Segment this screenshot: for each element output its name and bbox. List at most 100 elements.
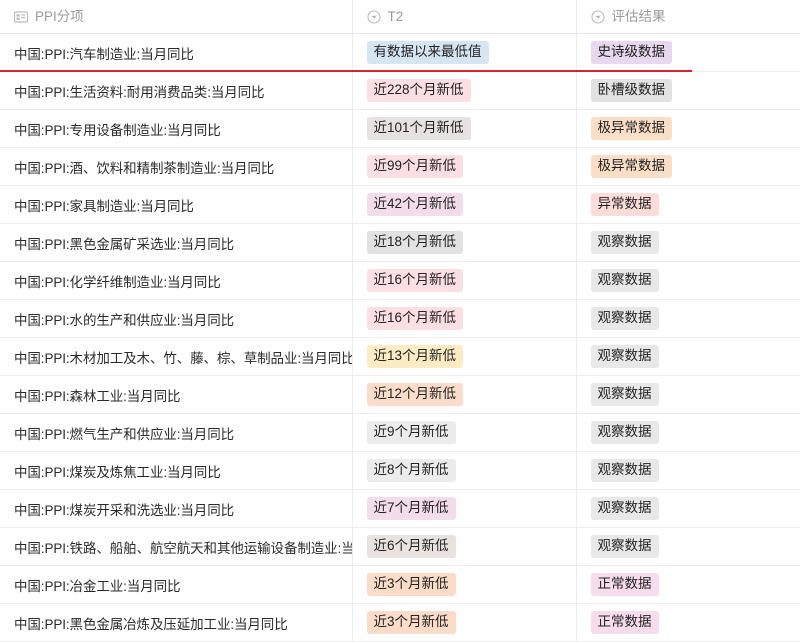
cell-evaluation-result[interactable]: 观察数据: [575, 451, 800, 490]
cell-t2[interactable]: 近3个月新低: [351, 565, 576, 604]
cell-t2[interactable]: 近101个月新低: [351, 109, 576, 148]
table-row[interactable]: 中国:PPI:煤炭及炼焦工业:当月同比 近8个月新低 观察数据: [0, 451, 800, 490]
cell-evaluation-result[interactable]: 正常数据: [575, 603, 800, 642]
cell-evaluation-result[interactable]: 极异常数据: [575, 109, 800, 148]
table-row[interactable]: 中国:PPI:煤炭开采和洗选业:当月同比 近7个月新低 观察数据: [0, 489, 800, 528]
table-body: 中国:PPI:汽车制造业:当月同比 有数据以来最低值 史诗级数据 中国:PPI:生活资…: [0, 33, 800, 642]
table-row[interactable]: 中国:PPI:家具制造业:当月同比 近42个月新低 异常数据: [0, 185, 800, 224]
evaluation-result-badge: 史诗级数据: [590, 41, 672, 64]
cell-t2[interactable]: 近228个月新低: [351, 71, 576, 110]
cell-ppi-item[interactable]: 中国:PPI:煤炭开采和洗选业:当月同比: [0, 489, 352, 528]
cell-ppi-item[interactable]: 中国:PPI:木材加工及木、竹、藤、棕、草制品业:当月同比: [0, 337, 352, 376]
cell-t2[interactable]: 近9个月新低: [351, 413, 576, 452]
cell-evaluation-result[interactable]: 观察数据: [575, 375, 800, 414]
cell-ppi-item[interactable]: 中国:PPI:汽车制造业:当月同比: [0, 33, 352, 72]
table-row[interactable]: 中国:PPI:专用设备制造业:当月同比 近101个月新低 极异常数据: [0, 109, 800, 148]
t2-badge: 近42个月新低: [366, 193, 464, 216]
table-row[interactable]: 中国:PPI:森林工业:当月同比 近12个月新低 观察数据: [0, 375, 800, 414]
t2-badge: 近99个月新低: [366, 155, 464, 178]
ppi-item-label: 中国:PPI:冶金工业:当月同比: [14, 578, 181, 594]
cell-evaluation-result[interactable]: 观察数据: [575, 413, 800, 452]
cell-t2[interactable]: 近6个月新低: [351, 527, 576, 566]
table-row[interactable]: 中国:PPI:黑色金属矿采选业:当月同比 近18个月新低 观察数据: [0, 223, 800, 262]
cell-ppi-item[interactable]: 中国:PPI:煤炭及炼焦工业:当月同比: [0, 451, 352, 490]
cell-evaluation-result[interactable]: 观察数据: [575, 337, 800, 376]
cell-ppi-item[interactable]: 中国:PPI:酒、饮料和精制茶制造业:当月同比: [0, 147, 352, 186]
cell-evaluation-result[interactable]: 史诗级数据: [575, 33, 800, 72]
cell-t2[interactable]: 近16个月新低: [351, 261, 576, 300]
cell-evaluation-result[interactable]: 卧槽级数据: [575, 71, 800, 110]
cell-evaluation-result[interactable]: 异常数据: [575, 185, 800, 224]
cell-ppi-item[interactable]: 中国:PPI:水的生产和供应业:当月同比: [0, 299, 352, 338]
header-row: PPI分项 T2: [0, 0, 800, 34]
cell-ppi-item[interactable]: 中国:PPI:铁路、船舶、航空航天和其他运输设备制造业:当月同比: [0, 527, 352, 566]
t2-badge: 近16个月新低: [366, 307, 464, 330]
cell-evaluation-result[interactable]: 正常数据: [575, 565, 800, 604]
select-field-icon: [366, 9, 381, 24]
evaluation-result-badge: 卧槽级数据: [590, 79, 672, 102]
cell-ppi-item[interactable]: 中国:PPI:黑色金属冶炼及压延加工业:当月同比: [0, 603, 352, 642]
cell-ppi-item[interactable]: 中国:PPI:生活资料:耐用消费品类:当月同比: [0, 71, 352, 110]
cell-t2[interactable]: 近99个月新低: [351, 147, 576, 186]
table-row[interactable]: 中国:PPI:黑色金属冶炼及压延加工业:当月同比 近3个月新低 正常数据: [0, 603, 800, 642]
table-row[interactable]: 中国:PPI:冶金工业:当月同比 近3个月新低 正常数据: [0, 565, 800, 604]
evaluation-result-badge: 观察数据: [590, 497, 659, 520]
column-header-label: T2: [387, 8, 404, 24]
cell-evaluation-result[interactable]: 观察数据: [575, 261, 800, 300]
cell-evaluation-result[interactable]: 极异常数据: [575, 147, 800, 186]
t2-badge: 近12个月新低: [366, 383, 464, 406]
ppi-item-label: 中国:PPI:黑色金属矿采选业:当月同比: [14, 236, 235, 252]
cell-evaluation-result[interactable]: 观察数据: [575, 527, 800, 566]
evaluation-result-badge: 观察数据: [590, 383, 659, 406]
evaluation-result-badge: 观察数据: [590, 459, 659, 482]
cell-ppi-item[interactable]: 中国:PPI:化学纤维制造业:当月同比: [0, 261, 352, 300]
cell-t2[interactable]: 近3个月新低: [351, 603, 576, 642]
evaluation-result-badge: 极异常数据: [590, 117, 672, 140]
cell-t2[interactable]: 有数据以来最低值: [351, 33, 576, 72]
table-row[interactable]: 中国:PPI:水的生产和供应业:当月同比 近16个月新低 观察数据: [0, 299, 800, 338]
ppi-item-label: 中国:PPI:家具制造业:当月同比: [14, 198, 194, 214]
ppi-item-label: 中国:PPI:黑色金属冶炼及压延加工业:当月同比: [14, 616, 288, 632]
ppi-item-label: 中国:PPI:铁路、船舶、航空航天和其他运输设备制造业:当月同比: [14, 540, 352, 556]
cell-t2[interactable]: 近8个月新低: [351, 451, 576, 490]
column-header-t2[interactable]: T2: [351, 0, 576, 34]
cell-t2[interactable]: 近16个月新低: [351, 299, 576, 338]
t2-badge: 近6个月新低: [366, 535, 456, 558]
cell-ppi-item[interactable]: 中国:PPI:黑色金属矿采选业:当月同比: [0, 223, 352, 262]
evaluation-result-badge: 观察数据: [590, 345, 659, 368]
table-header: PPI分项 T2: [0, 0, 800, 34]
column-header-label: 评估结果: [611, 8, 666, 24]
column-header-ppi-item[interactable]: PPI分项: [0, 0, 352, 34]
evaluation-result-badge: 观察数据: [590, 307, 659, 330]
cell-t2[interactable]: 近12个月新低: [351, 375, 576, 414]
cell-evaluation-result[interactable]: 观察数据: [575, 223, 800, 262]
cell-evaluation-result[interactable]: 观察数据: [575, 489, 800, 528]
t2-badge: 近8个月新低: [366, 459, 456, 482]
cell-ppi-item[interactable]: 中国:PPI:森林工业:当月同比: [0, 375, 352, 414]
cell-ppi-item[interactable]: 中国:PPI:家具制造业:当月同比: [0, 185, 352, 224]
table-row[interactable]: 中国:PPI:铁路、船舶、航空航天和其他运输设备制造业:当月同比近6个月新低 观察…: [0, 527, 800, 566]
t2-badge: 近9个月新低: [366, 421, 456, 444]
cell-t2[interactable]: 近42个月新低: [351, 185, 576, 224]
cell-t2[interactable]: 近18个月新低: [351, 223, 576, 262]
cell-ppi-item[interactable]: 中国:PPI:燃气生产和供应业:当月同比: [0, 413, 352, 452]
table-row[interactable]: 中国:PPI:燃气生产和供应业:当月同比 近9个月新低 观察数据: [0, 413, 800, 452]
table-row[interactable]: 中国:PPI:汽车制造业:当月同比 有数据以来最低值 史诗级数据: [0, 33, 800, 72]
cell-t2[interactable]: 近13个月新低: [351, 337, 576, 376]
evaluation-result-badge: 正常数据: [590, 573, 659, 596]
table-row[interactable]: 中国:PPI:化学纤维制造业:当月同比 近16个月新低 观察数据: [0, 261, 800, 300]
table-row[interactable]: 中国:PPI:生活资料:耐用消费品类:当月同比 近228个月新低 卧槽级数据: [0, 71, 800, 110]
t2-badge: 近18个月新低: [366, 231, 464, 254]
cell-evaluation-result[interactable]: 观察数据: [575, 299, 800, 338]
t2-badge: 近7个月新低: [366, 497, 456, 520]
table-row[interactable]: 中国:PPI:酒、饮料和精制茶制造业:当月同比 近99个月新低 极异常数据: [0, 147, 800, 186]
cell-ppi-item[interactable]: 中国:PPI:专用设备制造业:当月同比: [0, 109, 352, 148]
cell-t2[interactable]: 近7个月新低: [351, 489, 576, 528]
evaluation-result-badge: 正常数据: [590, 611, 659, 634]
table-row[interactable]: 中国:PPI:木材加工及木、竹、藤、棕、草制品业:当月同比 近13个月新低 观察数据: [0, 337, 800, 376]
column-header-evaluation-result[interactable]: 评估结果: [575, 0, 800, 34]
ppi-item-label: 中国:PPI:生活资料:耐用消费品类:当月同比: [14, 84, 265, 100]
cell-ppi-item[interactable]: 中国:PPI:冶金工业:当月同比: [0, 565, 352, 604]
ppi-item-label: 中国:PPI:煤炭及炼焦工业:当月同比: [14, 464, 221, 480]
